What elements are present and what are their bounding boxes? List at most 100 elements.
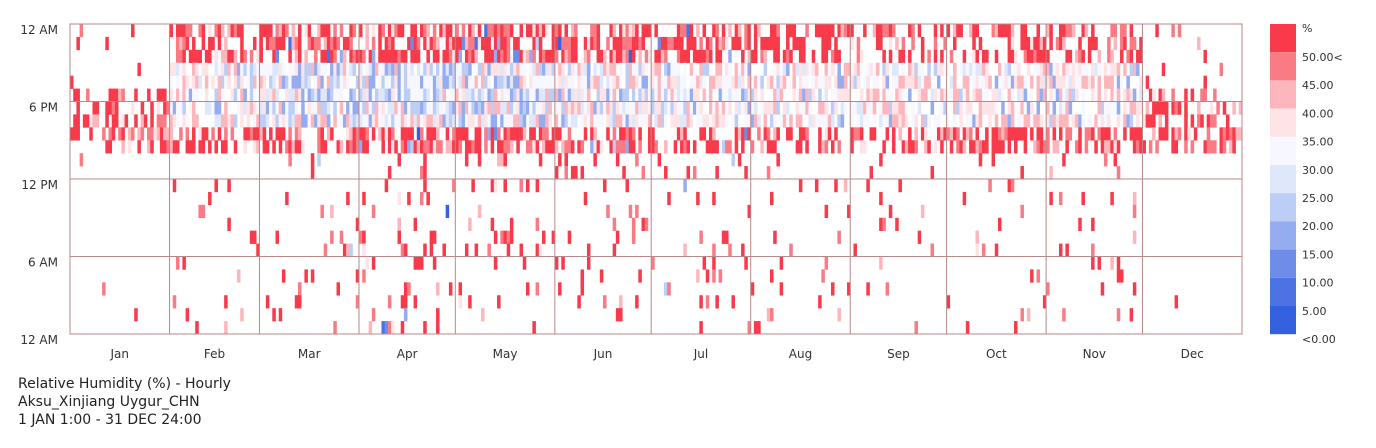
heatmap-cell [1200,88,1204,102]
heatmap-cell [307,88,312,102]
heatmap-cell [304,269,308,283]
heatmap-cell [606,114,610,128]
heatmap-cell [384,36,389,51]
heatmap-cell [1132,88,1137,102]
heatmap-cell [798,179,803,193]
heatmap-cell [631,75,636,89]
heatmap-cell [326,114,331,128]
heatmap-cell [641,36,646,51]
heatmap-cell [323,88,328,102]
heatmap-cell [432,36,437,51]
heatmap-cell [387,49,392,64]
heatmap-cell [603,88,607,102]
heatmap-cell [310,88,315,102]
heatmap-cell [660,36,665,51]
heatmap-cell [834,101,838,115]
heatmap-cell [631,49,636,64]
heatmap-cell [1213,114,1217,128]
heatmap-cell [1017,101,1021,115]
heatmap-cell [561,62,565,76]
heatmap-cell [169,24,174,38]
heatmap-cell [387,140,392,154]
heatmap-cell [1007,36,1012,51]
heatmap-cell [423,140,427,154]
heatmap-cell [895,62,899,76]
heatmap-cell [863,114,867,128]
heatmap-cell [163,127,167,141]
heatmap-cell [220,62,225,76]
heatmap-cell [917,75,922,89]
heatmap-cell [500,75,504,89]
heatmap-cell [744,62,748,76]
heatmap-cell [805,127,809,141]
heatmap-cell [1039,114,1044,128]
heatmap-cell [593,153,597,167]
heatmap-cell [217,101,222,115]
heatmap-cell [792,24,796,38]
heatmap-cell [503,230,507,244]
heatmap-cell [1065,114,1069,128]
heatmap-cell [503,114,507,128]
heatmap-cell [1084,127,1089,141]
heatmap-cell [362,49,366,64]
heatmap-cell [391,101,395,115]
legend-swatch [1270,136,1296,165]
heatmap-cell [651,62,655,76]
heatmap-cell [673,75,678,89]
heatmap-cell [288,101,292,115]
heatmap-cell [464,62,469,76]
heatmap-cell [975,114,979,128]
heatmap-cell [914,140,918,154]
heatmap-cell [114,88,119,102]
heatmap-cell [333,36,337,51]
heatmap-cell [1152,88,1156,102]
heatmap-cell [965,101,970,115]
heatmap-cell [1129,127,1134,141]
heatmap-cell [798,62,803,76]
heatmap-cell [192,114,196,128]
heatmap-cell [439,88,443,102]
heatmap-cell [185,308,190,322]
heatmap-cell [156,127,161,141]
heatmap-cell [294,101,299,115]
heatmap-cell [542,230,546,244]
heatmap-cell [169,127,174,141]
heatmap-cell [667,75,671,89]
heatmap-cell [535,282,540,296]
heatmap-cell [856,114,861,128]
heatmap-cell [464,127,469,141]
heatmap-cell [747,75,752,89]
heatmap-cell [487,88,491,102]
heatmap-cell [506,243,511,257]
heatmap-cell [320,88,324,102]
heatmap-cell [516,127,520,141]
heatmap-cell [481,308,485,322]
heatmap-cell [959,101,963,115]
heatmap-cell [747,204,752,219]
heatmap-cell [217,114,222,128]
heatmap-cell [609,140,613,154]
heatmap-cell [718,101,723,115]
heatmap-cell [387,166,392,180]
heatmap-cell [317,101,321,115]
heatmap-cell [1007,140,1012,154]
heatmap-cell [875,62,880,76]
heatmap-cell [583,75,588,89]
heatmap-cell [384,101,389,115]
heatmap-cell [272,49,276,64]
heatmap-cell [853,62,857,76]
heatmap-cell [657,114,662,128]
heatmap-cell [850,75,854,89]
heatmap-cell [1103,62,1108,76]
heatmap-cell [981,75,986,89]
heatmap-cell [892,101,896,115]
heatmap-cell [1232,140,1236,154]
heatmap-cell [583,36,588,51]
heatmap-cell [914,321,918,335]
x-axis-ticks: Jan Feb Mar Apr May Jun Jul Aug Sep Oct Nov Dec [110,347,1204,361]
heatmap-cell [246,75,251,89]
heatmap-cell [766,140,771,154]
heatmap-cell [795,36,800,51]
heatmap-cell [612,75,617,89]
heatmap-cell [574,114,578,128]
